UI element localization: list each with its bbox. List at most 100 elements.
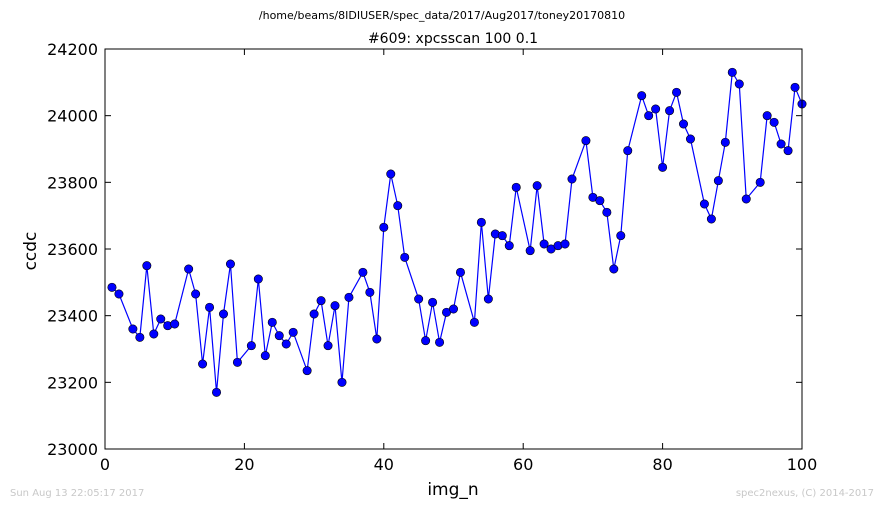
data-point xyxy=(685,134,695,144)
data-point xyxy=(288,327,298,337)
data-point xyxy=(679,119,689,129)
data-point xyxy=(448,304,458,314)
data-point xyxy=(504,241,514,251)
data-point xyxy=(379,222,389,232)
data-point xyxy=(741,194,751,204)
footer-credit: spec2nexus, (C) 2014-2017 xyxy=(735,488,874,499)
data-point xyxy=(309,309,319,319)
x-tick-label: 80 xyxy=(652,455,672,474)
data-point xyxy=(135,332,145,342)
data-point xyxy=(511,182,521,192)
data-point xyxy=(428,297,438,307)
data-point xyxy=(637,91,647,101)
data-point xyxy=(469,317,479,327)
data-point xyxy=(386,169,396,179)
y-tick-label: 23400 xyxy=(47,307,98,326)
data-point xyxy=(595,196,605,206)
data-point xyxy=(762,111,772,121)
data-point xyxy=(532,181,542,191)
data-point xyxy=(170,319,180,329)
data-point xyxy=(365,287,375,297)
data-point xyxy=(623,146,633,156)
data-point xyxy=(274,331,284,341)
x-tick-label: 40 xyxy=(374,455,394,474)
y-axis-label: ccdc xyxy=(21,232,41,271)
data-point xyxy=(581,136,591,146)
x-tick-label: 100 xyxy=(787,455,818,474)
data-point xyxy=(616,231,626,241)
data-point xyxy=(253,274,263,284)
series-line xyxy=(111,70,803,393)
data-point xyxy=(323,341,333,351)
data-point xyxy=(107,282,117,292)
data-point xyxy=(421,336,431,346)
data-point xyxy=(156,314,166,324)
data-point xyxy=(435,337,445,347)
data-point xyxy=(713,176,723,186)
data-point xyxy=(246,341,256,351)
data-point xyxy=(644,111,654,121)
data-point xyxy=(372,334,382,344)
chart-suptitle: /home/beams/8IDIUSER/spec_data/2017/Aug2… xyxy=(259,9,625,22)
data-point xyxy=(142,261,152,271)
data-point xyxy=(476,217,486,227)
data-point xyxy=(790,82,800,92)
data-point xyxy=(665,106,675,116)
data-point xyxy=(672,87,682,97)
data-point xyxy=(128,324,138,334)
data-point xyxy=(191,289,201,299)
data-point xyxy=(699,199,709,209)
data-point xyxy=(114,289,124,299)
x-axis-label: img_n xyxy=(427,480,478,500)
x-tick-label: 0 xyxy=(100,455,110,474)
data-point xyxy=(302,366,312,376)
data-point xyxy=(769,117,779,127)
data-point xyxy=(706,214,716,224)
data-point xyxy=(218,309,228,319)
data-point xyxy=(658,162,668,172)
data-point xyxy=(755,177,765,187)
data-point xyxy=(149,329,159,339)
chart-title: #609: xpcsscan 100 0.1 xyxy=(368,31,538,47)
plot-area xyxy=(107,67,807,397)
data-point xyxy=(609,264,619,274)
data-point xyxy=(727,67,737,77)
data-point xyxy=(483,294,493,304)
data-point xyxy=(198,359,208,369)
x-tick-label: 60 xyxy=(513,455,533,474)
data-point xyxy=(455,267,465,277)
data-point xyxy=(281,339,291,349)
data-point xyxy=(330,301,340,311)
data-point xyxy=(212,387,222,397)
data-point xyxy=(651,104,661,114)
data-point xyxy=(260,351,270,361)
data-point xyxy=(602,207,612,217)
data-point xyxy=(783,146,793,156)
data-point xyxy=(497,231,507,241)
y-tick-label: 24200 xyxy=(47,40,98,59)
data-point xyxy=(525,246,535,256)
data-point xyxy=(358,267,368,277)
x-tick-label: 20 xyxy=(234,455,254,474)
data-point xyxy=(316,296,326,306)
data-point xyxy=(776,139,786,149)
y-tick-label: 23000 xyxy=(47,440,98,459)
data-point xyxy=(414,294,424,304)
data-point xyxy=(232,357,242,367)
plot-frame xyxy=(104,48,803,450)
data-point xyxy=(400,252,410,262)
data-point xyxy=(393,201,403,211)
axes: 0 20 40 60 80 100 23000 23200 23400 23600 23800 240… xyxy=(47,40,817,474)
data-point xyxy=(720,137,730,147)
data-point xyxy=(734,79,744,89)
data-point xyxy=(205,302,215,312)
y-tick-label: 23800 xyxy=(47,173,98,192)
y-tick-label: 23200 xyxy=(47,373,98,392)
data-point xyxy=(267,317,277,327)
y-tick-label: 23600 xyxy=(47,240,98,259)
data-point xyxy=(567,174,577,184)
data-point xyxy=(225,259,235,269)
data-point xyxy=(344,292,354,302)
data-point xyxy=(560,239,570,249)
